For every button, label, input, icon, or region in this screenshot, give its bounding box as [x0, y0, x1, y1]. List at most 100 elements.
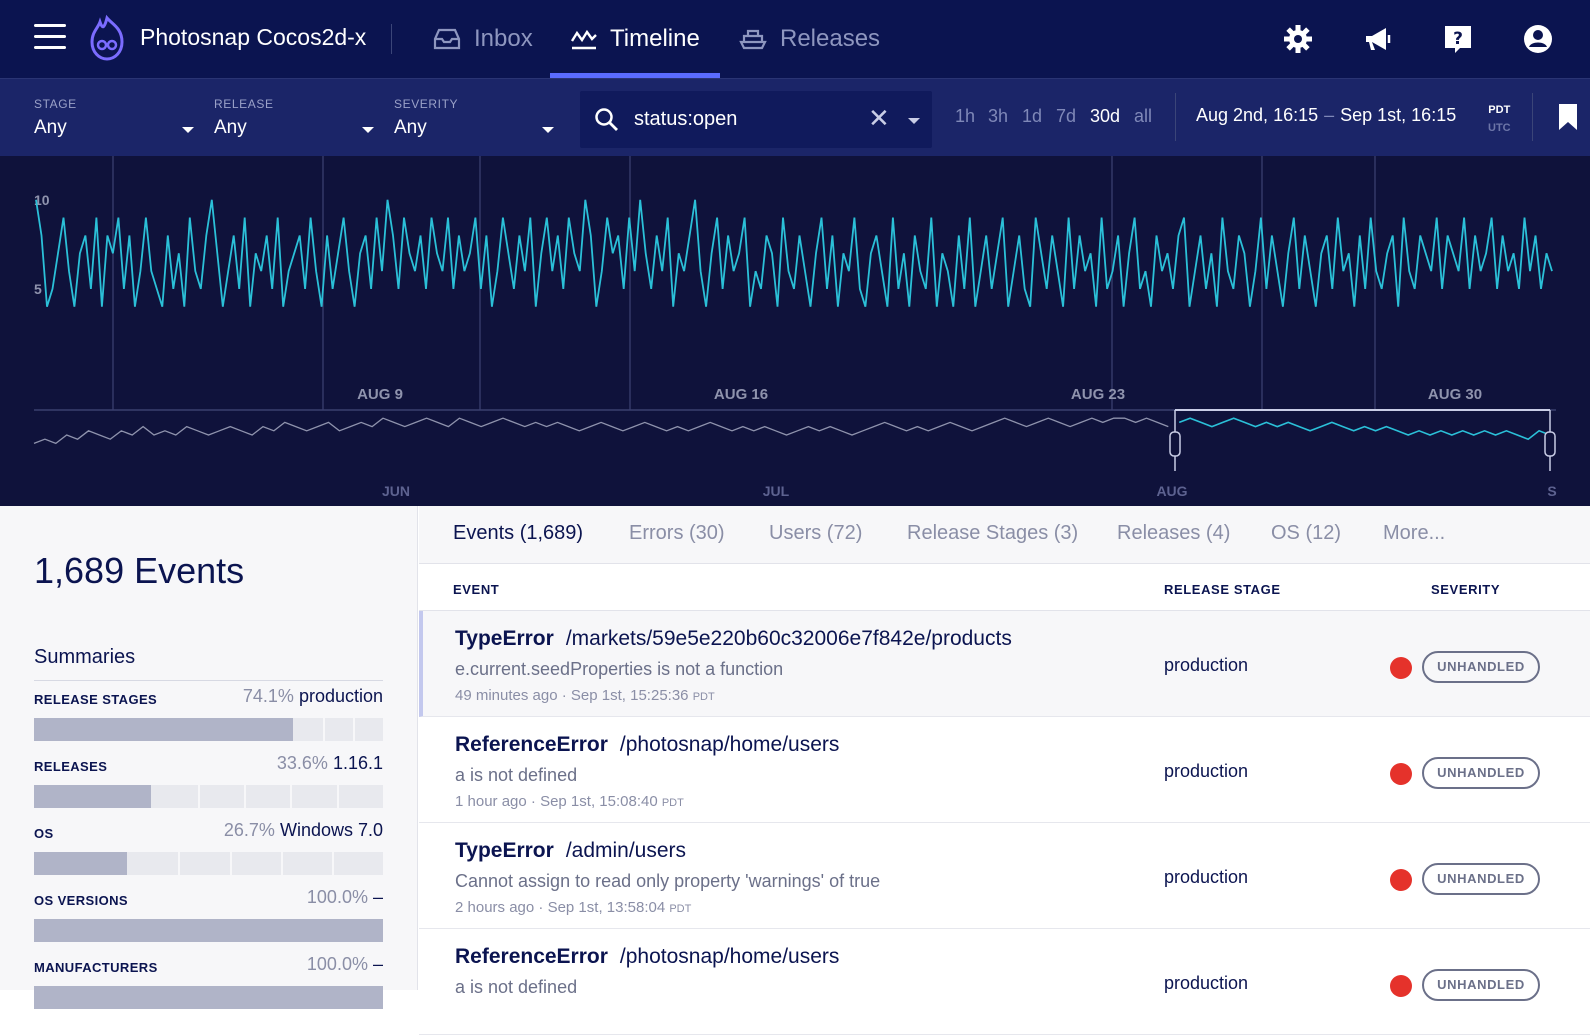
- summary-row-label: MANUFACTURERS: [34, 960, 158, 975]
- event-message: e.current.seedProperties is not a functi…: [455, 659, 784, 679]
- overview-tick-label: JUN: [382, 483, 410, 499]
- range-1d[interactable]: 1d: [1022, 106, 1043, 126]
- tab-more[interactable]: More...: [1383, 522, 1446, 544]
- search-input[interactable]: [634, 105, 854, 133]
- timezone-toggle[interactable]: PDT UTC: [1488, 101, 1511, 137]
- range-3h[interactable]: 3h: [988, 106, 1009, 126]
- event-path: /photosnap/home/users: [619, 733, 840, 756]
- overview-tick-label: AUG: [1156, 483, 1187, 499]
- event-message: a is not defined: [455, 977, 578, 997]
- tab-release-stages[interactable]: Release Stages (3): [907, 522, 1079, 544]
- nav-releases-label: Releases: [780, 25, 881, 52]
- chevron-down-icon: [362, 127, 374, 133]
- summary-row-label: OS VERSIONS: [34, 893, 128, 908]
- summary-row-bar[interactable]: [34, 919, 383, 942]
- summary-row-percent: 100.0%: [306, 887, 368, 907]
- tab-users[interactable]: Users (72): [769, 522, 863, 544]
- summary-row-bar[interactable]: [34, 986, 383, 1009]
- nav-timeline[interactable]: Timeline: [570, 0, 700, 78]
- overview-handle-left[interactable]: [1169, 431, 1181, 457]
- timeline-chart[interactable]: 10 5 AUG 9 AUG 16 AUG 23 AUG 30 JUN JUL AUG S: [0, 156, 1590, 506]
- summary-row-label: RELEASES: [34, 759, 108, 774]
- summary-row-label: RELEASE STAGES: [34, 692, 158, 707]
- nav-inbox[interactable]: Inbox: [432, 0, 533, 78]
- summary-row-value: 33.6% 1.16.1: [277, 753, 383, 774]
- column-header-severity[interactable]: SEVERITY: [1431, 582, 1501, 597]
- range-30d[interactable]: 30d: [1090, 106, 1121, 126]
- summary-row-bar-divider: [336, 785, 339, 808]
- y-tick-label: 5: [34, 281, 42, 297]
- app-logo-icon: [90, 14, 124, 61]
- stage-filter[interactable]: STAGE Any: [34, 97, 194, 145]
- tab-events[interactable]: Events (1,689): [453, 522, 584, 544]
- event-time: Sep 1st, 15:25:36: [570, 687, 689, 704]
- summary-row-bar[interactable]: [34, 852, 383, 875]
- table-row[interactable]: TypeError/markets/59e5e220b60c32006e7f84…: [419, 611, 1590, 717]
- summary-row-bar-divider: [243, 785, 246, 808]
- x-tick-label: AUG 23: [1071, 386, 1125, 403]
- event-message: Cannot assign to read only property 'war…: [455, 871, 881, 891]
- nav-inbox-label: Inbox: [474, 25, 533, 52]
- close-icon[interactable]: ✕: [868, 103, 890, 133]
- event-title: TypeError/markets/59e5e220b60c32006e7f84…: [455, 627, 1012, 651]
- bookmark-icon[interactable]: [1558, 103, 1578, 131]
- tab-os[interactable]: OS (12): [1271, 522, 1342, 544]
- severity-filter[interactable]: SEVERITY Any: [394, 97, 554, 145]
- range-7d[interactable]: 7d: [1056, 106, 1077, 126]
- events-count-title: 1,689 Events: [34, 550, 245, 591]
- date-range-picker[interactable]: Aug 2nd, 16:15– Sep 1st, 16:15: [1196, 105, 1456, 126]
- event-title: TypeError/admin/users: [455, 839, 686, 863]
- account-icon[interactable]: [1522, 23, 1554, 55]
- event-message: a is not defined: [455, 765, 578, 785]
- app-title[interactable]: Photosnap Cocos2d-x: [140, 24, 367, 50]
- event-type: ReferenceError: [455, 733, 608, 756]
- release-filter-value: Any: [214, 117, 247, 138]
- unhandled-badge: UNHANDLED: [1422, 757, 1540, 789]
- range-all[interactable]: all: [1134, 106, 1153, 126]
- table-row[interactable]: TypeError/admin/users Cannot assign to r…: [419, 823, 1590, 929]
- summary-row-bar-divider: [352, 718, 355, 741]
- search-box[interactable]: ✕: [580, 91, 932, 148]
- timezone-secondary: UTC: [1488, 122, 1511, 134]
- chevron-down-icon[interactable]: [908, 118, 920, 124]
- release-filter-label: RELEASE: [214, 97, 274, 111]
- nav-active-indicator: [550, 73, 720, 78]
- nav-releases[interactable]: Releases: [738, 0, 880, 78]
- summary-row-value: 100.0% –: [307, 887, 383, 908]
- summary-row-top-value: 1.16.1: [332, 753, 383, 773]
- summary-row-value: 74.1% production: [243, 686, 383, 707]
- column-header-event[interactable]: EVENT: [453, 582, 500, 597]
- tab-errors[interactable]: Errors (30): [629, 522, 725, 544]
- help-icon[interactable]: ?: [1442, 23, 1474, 55]
- timeline-chart-svg[interactable]: 10 5 AUG 9 AUG 16 AUG 23 AUG 30 JUN JUL AUG S: [0, 156, 1590, 506]
- summary-row-value: 26.7% Windows 7.0: [224, 820, 383, 841]
- overview-handle-right[interactable]: [1544, 431, 1556, 457]
- summary-row-percent: 74.1%: [242, 686, 294, 706]
- chevron-down-icon: [542, 127, 554, 133]
- top-nav-bar: Photosnap Cocos2d-x Inbox Timeline Relea…: [0, 0, 1590, 78]
- timezone-primary: PDT: [1488, 104, 1511, 116]
- gear-icon[interactable]: [1282, 23, 1314, 55]
- event-timestamp: 1 hour ago · Sep 1st, 15:08:40 PDT: [455, 793, 684, 810]
- event-time: Sep 1st, 13:58:04: [547, 899, 666, 916]
- tab-releases[interactable]: Releases (4): [1117, 522, 1231, 544]
- event-time-tz: PDT: [692, 691, 715, 703]
- inbox-icon: [433, 28, 461, 50]
- menu-icon[interactable]: [34, 24, 66, 50]
- svg-text:?: ?: [1453, 29, 1463, 49]
- overview-selected-series-line: [1178, 417, 1551, 441]
- events-panel: Events (1,689) Errors (30) Users (72) Re…: [419, 506, 1590, 1035]
- megaphone-icon[interactable]: [1362, 23, 1394, 55]
- column-header-release-stage[interactable]: RELEASE STAGE: [1164, 582, 1281, 597]
- severity-filter-label: SEVERITY: [394, 97, 459, 111]
- summary-row-bar-divider: [229, 852, 232, 875]
- summary-row-bar[interactable]: [34, 785, 383, 808]
- table-row[interactable]: ReferenceError/photosnap/home/users a is…: [419, 717, 1590, 823]
- unhandled-badge: UNHANDLED: [1422, 969, 1540, 1001]
- event-type: TypeError: [455, 839, 554, 862]
- range-1h[interactable]: 1h: [955, 106, 976, 126]
- release-filter[interactable]: RELEASE Any: [214, 97, 374, 145]
- date-to: Sep 1st, 16:15: [1340, 105, 1457, 125]
- table-row[interactable]: ReferenceError/photosnap/home/users a is…: [419, 929, 1590, 1035]
- summary-row-bar[interactable]: [34, 718, 383, 741]
